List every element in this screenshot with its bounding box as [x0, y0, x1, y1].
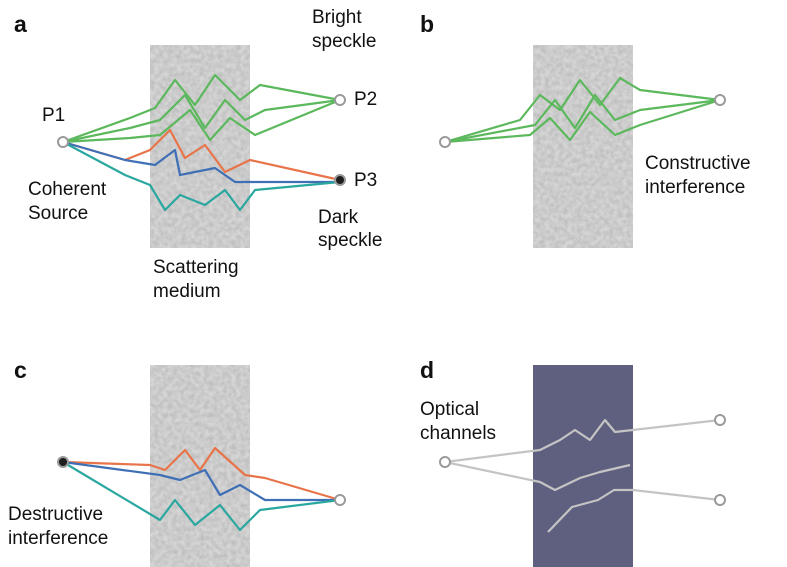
label: Source	[28, 203, 88, 224]
point	[715, 95, 725, 105]
point	[440, 137, 450, 147]
label: interference	[8, 528, 108, 549]
label: Bright	[312, 7, 362, 28]
label: medium	[153, 281, 221, 302]
point	[58, 137, 68, 147]
point	[58, 457, 68, 467]
label: P2	[354, 89, 377, 110]
label: Scattering	[153, 257, 239, 278]
point	[335, 495, 345, 505]
label: Constructive	[645, 153, 751, 174]
point	[440, 457, 450, 467]
label: Optical	[420, 399, 479, 420]
label: channels	[420, 423, 496, 444]
label: Coherent	[28, 179, 107, 200]
scattering-medium	[533, 365, 633, 567]
label: P3	[354, 170, 377, 191]
medium-texture	[150, 45, 250, 248]
label: P1	[42, 105, 65, 126]
medium-texture	[533, 45, 633, 248]
label: Dark	[318, 207, 359, 228]
label: interference	[645, 177, 745, 198]
label: Destructive	[8, 504, 103, 525]
point	[335, 95, 345, 105]
panel-label: c	[14, 357, 27, 383]
media	[150, 45, 633, 567]
panel-label: b	[420, 11, 434, 37]
panel-label: d	[420, 357, 434, 383]
label: speckle	[318, 230, 382, 251]
figure: a P1 Bright speckle P2 P3 Coherent Sourc…	[0, 0, 787, 567]
point	[715, 495, 725, 505]
panel-label: a	[14, 11, 27, 37]
point	[715, 415, 725, 425]
point	[335, 175, 345, 185]
label: speckle	[312, 31, 376, 52]
